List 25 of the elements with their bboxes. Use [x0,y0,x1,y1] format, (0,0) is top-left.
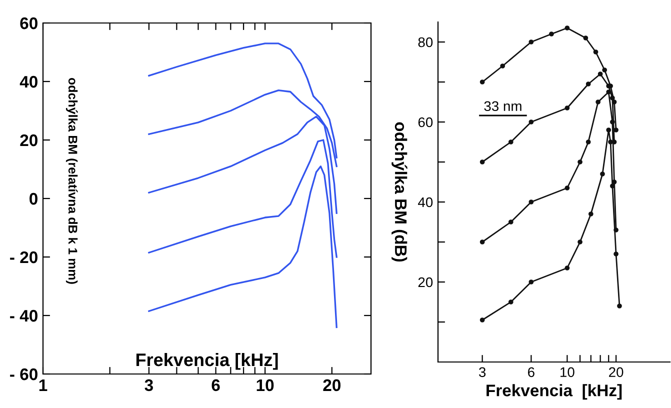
x-tick-label: 20 [609,367,624,378]
x-tick-label: 3 [478,367,486,378]
x-tick-label: 6 [528,367,534,378]
y-tick-label: 40 [418,197,433,208]
y-axis-title: odchýlka BM (relatívna dB k 1 mm) [66,78,78,284]
x-tick-label: 20 [323,379,340,392]
x-tick-label: 3 [144,379,153,392]
y-tick-label: 80 [418,37,433,48]
x-tick-label: 10 [256,379,274,392]
y-tick-label: - 20 [10,251,38,264]
y-axis-title: odchýlka BM (dB) [392,122,408,262]
y-tick-label: 0 [30,192,38,205]
y-tick-label: 40 [20,76,38,88]
y-tick-label: 20 [20,134,38,146]
y-tick-label: - 60 [10,368,38,380]
y-tick-label: 60 [20,17,38,30]
annotation: 33 nm [484,101,522,112]
y-tick-label: - 40 [10,310,38,322]
x-tick-label: 6 [212,379,220,392]
y-tick-label: 60 [418,117,433,128]
x-axis-title: Frekvencia [kHz] [486,384,622,400]
y-tick-label: 20 [418,277,433,288]
x-axis-title: Frekvencia [kHz] [136,352,278,370]
x-tick-label: 1 [39,379,48,391]
x-tick-label: 10 [560,367,574,378]
